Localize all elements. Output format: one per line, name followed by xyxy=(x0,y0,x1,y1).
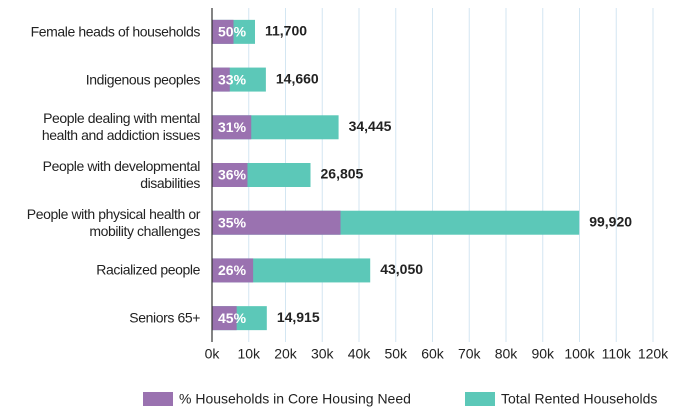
x-tick-label: 100k xyxy=(564,346,595,362)
bar-share xyxy=(212,306,237,331)
total-label: 14,915 xyxy=(277,309,320,325)
legend-label: % Households in Core Housing Need xyxy=(179,391,411,407)
x-tick-label: 40k xyxy=(348,346,372,362)
category-label: Female heads of households xyxy=(30,23,201,40)
share-label: 35% xyxy=(218,214,247,230)
total-label: 26,805 xyxy=(321,166,364,182)
category-label: Indigenous peoples xyxy=(85,71,201,88)
bar-share xyxy=(212,210,341,235)
category-label: Racialized people xyxy=(96,261,200,278)
share-label: 31% xyxy=(218,119,247,135)
x-tick-label: 20k xyxy=(274,346,298,362)
x-tick-label: 80k xyxy=(495,346,519,362)
bar-share xyxy=(212,258,254,283)
x-tick-label: 120k xyxy=(638,346,669,362)
category-label: People with developmental disabilities xyxy=(42,158,201,191)
total-label: 14,660 xyxy=(276,70,319,86)
bar-share xyxy=(212,163,248,187)
bar-share xyxy=(212,19,234,44)
x-tick-label: 10k xyxy=(237,346,261,362)
legend-swatch xyxy=(143,392,173,406)
share-label: 33% xyxy=(218,71,247,87)
bar-share xyxy=(212,67,230,92)
category-label: People with physical health or mobility … xyxy=(26,205,201,239)
total-label: 43,050 xyxy=(380,261,423,277)
x-tick-label: 110k xyxy=(602,346,632,362)
legend-swatch xyxy=(465,392,495,406)
total-label: 11,700 xyxy=(265,23,307,39)
share-label: 45% xyxy=(218,310,247,326)
bar-share xyxy=(212,115,252,140)
legend-label: Total Rented Households xyxy=(501,391,657,407)
total-label: 99,920 xyxy=(589,213,632,229)
category-label: People dealing with mental health and ad… xyxy=(41,110,201,144)
x-tick-label: 60k xyxy=(421,346,445,362)
x-tick-label: 30k xyxy=(311,346,335,362)
total-label: 34,445 xyxy=(349,118,392,134)
share-label: 36% xyxy=(218,167,247,183)
x-tick-label: 50k xyxy=(384,346,408,362)
x-tick-label: 90k xyxy=(531,346,555,362)
share-label: 50% xyxy=(218,24,247,40)
x-tick-label: 70k xyxy=(458,346,482,362)
x-tick-label: 0k xyxy=(205,346,221,362)
category-label: Seniors 65+ xyxy=(129,309,200,326)
share-label: 26% xyxy=(218,262,247,278)
